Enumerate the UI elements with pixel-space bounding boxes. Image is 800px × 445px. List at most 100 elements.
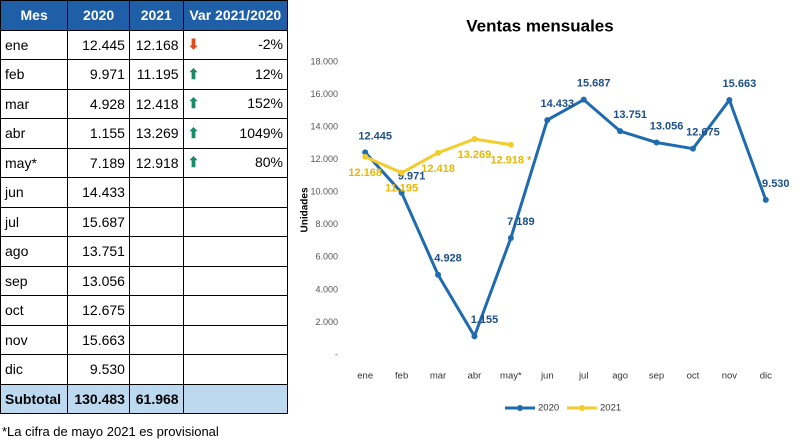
cell-text: dic [5,361,23,378]
table-cell: mar [0,88,69,119]
cell-text: jul [5,213,20,230]
cell-text: 15.687 [82,213,125,230]
table-cell [182,177,289,208]
data-label: 15.663 [723,78,757,90]
data-label: 14.433 [540,98,574,110]
y-tick-label: 12.000 [310,154,338,164]
cell-text: 12.675 [82,302,125,319]
table-cell: ⬆ 1049% [182,118,289,149]
data-point [689,145,696,152]
cell-text: 7.189 [89,154,125,171]
legend-label: 2020 [538,403,559,414]
x-tick-label: jul [578,371,589,382]
data-label: 12.445 [358,130,392,142]
table-cell [128,354,184,385]
cell-text: sep [5,272,28,289]
table-cell: 9.971 [67,59,130,90]
table-cell: ⬇ -2% [182,29,289,60]
data-label: 12.418 [421,163,455,175]
y-tick-label: 14.000 [310,121,338,131]
table-cell: oct [0,295,69,326]
table-cell: 7.189 [67,147,130,178]
table-cell [182,354,289,385]
sales-table: Mes 2020 2021 Var 2021/2020 ene 12.445 12.168 ⬇… [0,0,289,414]
cell-text: 12% [254,65,283,82]
subtotal-cell: Subtotal [0,383,69,414]
data-point [653,139,660,146]
table-cell: 12.675 [67,295,130,326]
y-tick-label: 10.000 [310,187,338,197]
cell-text: ago [5,243,29,260]
table-row: feb 9.971 11.195 ⬆ 12% [0,59,289,90]
table-cell: ⬆ 80% [182,147,289,178]
cell-text: 4.928 [89,95,125,112]
y-tick-label: 16.000 [310,89,338,99]
subtotal-cell [182,383,289,414]
footnote: *La cifra de mayo 2021 es provisional [2,424,219,439]
data-label: 13.751 [613,109,647,121]
x-tick-label: dic [760,371,772,382]
table-cell: may* [0,147,69,178]
cell-text: 12.168 [135,36,179,53]
cell-text: 9.530 [89,361,125,378]
cell-text: 11.195 [136,66,179,83]
x-tick-label: oct [687,371,700,382]
table-cell: feb [0,59,69,90]
table-cell: jul [0,206,69,237]
data-label: 7.189 [507,216,535,228]
y-tick-label: 2.000 [315,317,338,327]
x-tick-label: feb [395,371,408,382]
y-tick-label: 18.000 [310,56,338,66]
cell-text: 13.269 [135,125,179,142]
data-point [580,96,587,103]
x-tick-label: may* [500,371,522,382]
data-point [762,196,769,203]
cell-text: 80% [254,154,283,171]
data-point [471,136,478,143]
y-tick-label: 6.000 [315,252,338,262]
series-line [364,96,768,340]
table-cell [128,236,184,267]
data-point [398,189,405,196]
x-tick-label: jun [540,371,554,382]
data-label: 11.195 [385,183,418,195]
cell-text: 15.663 [82,331,125,348]
cell-text: abr [5,125,26,142]
cell-text: oct [5,302,24,319]
cell-text: feb [5,66,25,83]
table-cell: abr [0,118,69,149]
data-point [362,153,369,160]
data-point [435,149,442,156]
data-label: 12.168 [348,167,382,179]
cell-text: 152% [247,95,283,112]
legend-label: 2021 [600,403,621,414]
cell-text: 13.751 [82,243,125,260]
table-cell [182,324,289,355]
legend-marker [517,405,523,411]
cell-text: ene [5,36,29,53]
up-arrow: ⬆ [187,124,200,141]
table-cell: ene [0,29,69,60]
header-cell: Mes [0,0,69,31]
table-cell [182,236,289,267]
table-row: ago 13.751 [0,236,289,267]
table-row: mar 4.928 12.418 ⬆ 152% [0,88,289,119]
x-tick-label: abr [468,371,482,382]
table-cell: 12.918 [128,147,184,178]
data-label: 9.530 [762,178,790,190]
table-cell: 4.928 [67,88,130,119]
subtotal-cell: 130.483 [67,383,130,414]
data-point [507,234,514,241]
data-label: 13.269 [458,149,492,161]
table-cell: 13.269 [128,118,184,149]
cell-text: may* [5,154,37,171]
table-cell [182,295,289,326]
data-point [471,333,478,340]
subtotal-cell: 61.968 [128,383,184,414]
table-cell: ⬆ 152% [182,88,289,119]
y-tick-label: - [335,349,338,359]
data-label: 13.056 [650,120,684,132]
table-cell: 9.530 [67,354,130,385]
table-row: dic 9.530 [0,354,289,385]
